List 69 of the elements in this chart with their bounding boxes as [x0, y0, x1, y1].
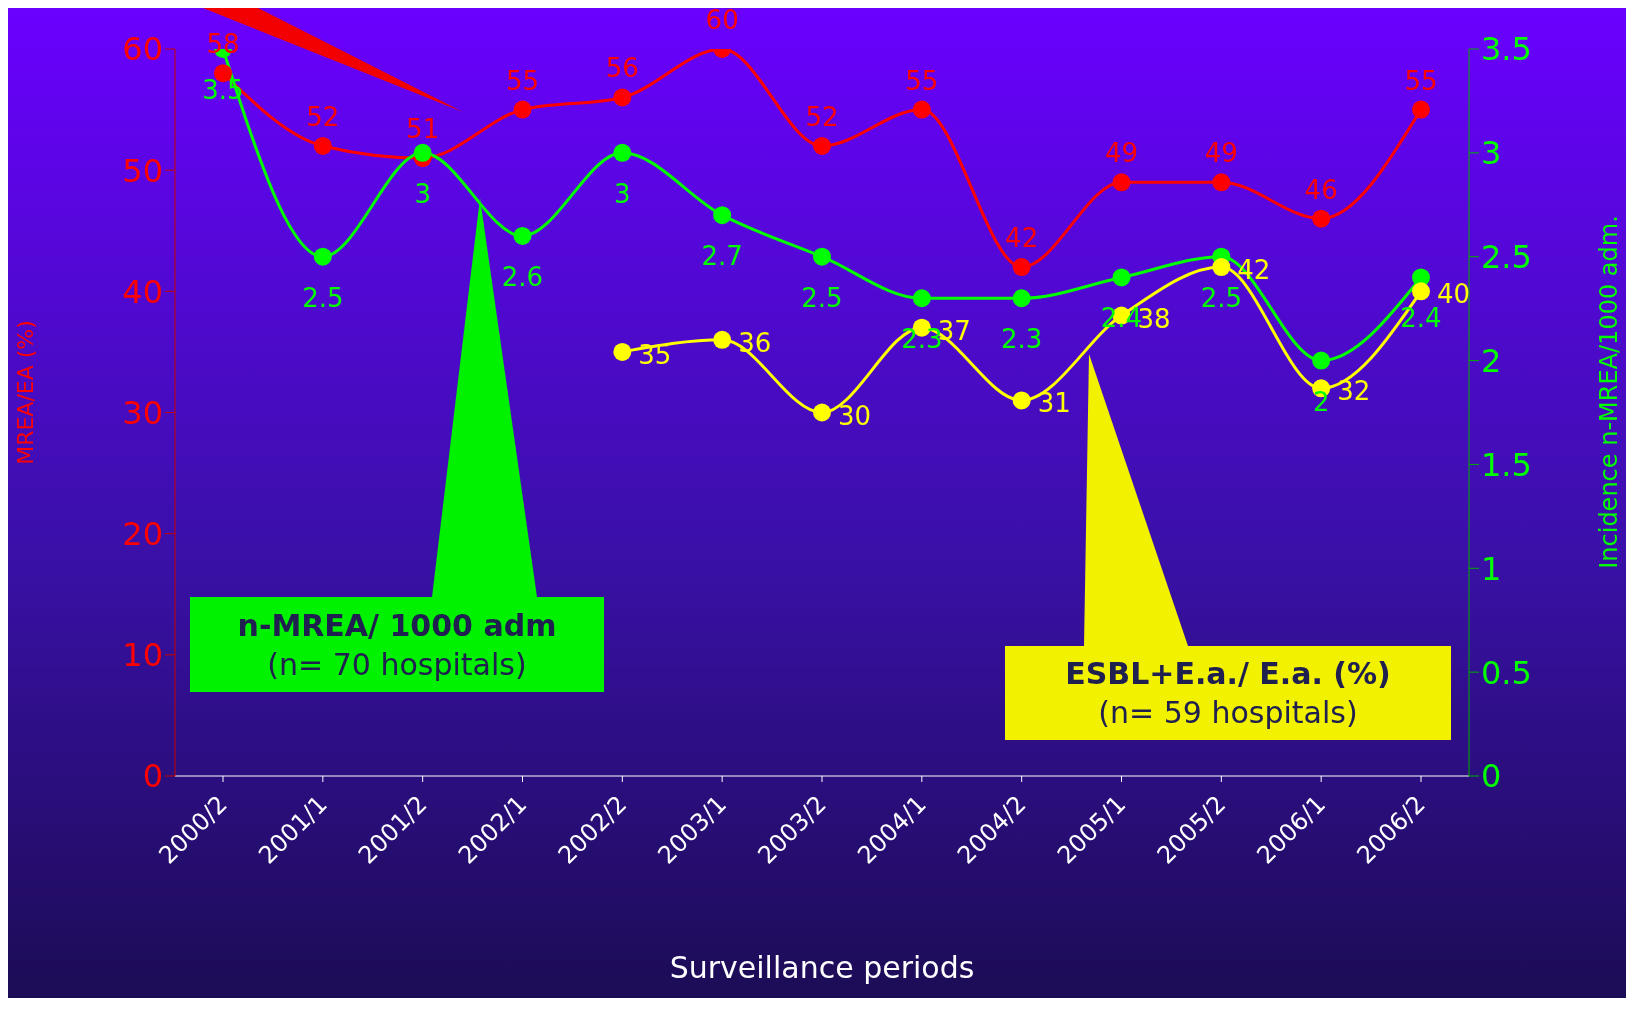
y2-tick-label: 1 — [1481, 549, 1502, 588]
point — [513, 100, 532, 119]
data-label: 3 — [614, 178, 631, 209]
point — [713, 330, 732, 349]
data-label: 3 — [414, 178, 431, 209]
point — [1412, 282, 1430, 301]
point — [513, 226, 532, 245]
y2-tick-label: 0 — [1481, 757, 1502, 796]
data-label: 46 — [1304, 174, 1338, 205]
data-label: 55 — [905, 65, 939, 96]
data-label: 49 — [1104, 138, 1139, 169]
point — [1112, 268, 1131, 287]
point — [1412, 100, 1430, 119]
y2-tick-label: 3.5 — [1481, 30, 1532, 69]
y-tick-label: 30 — [122, 393, 163, 432]
point — [813, 403, 831, 422]
data-label: 55 — [505, 65, 540, 96]
data-label: 2.3 — [1000, 324, 1043, 355]
data-label: 55 — [1404, 65, 1438, 96]
point — [912, 289, 931, 308]
point — [813, 136, 831, 155]
y2-axis-title: Incidence n-MREA/1000 adm. — [1595, 215, 1623, 569]
point — [613, 88, 632, 107]
data-label: 31 — [1037, 388, 1071, 419]
data-label: 2.7 — [701, 241, 743, 272]
point — [1012, 258, 1031, 277]
point — [1012, 289, 1031, 308]
point — [1012, 391, 1031, 410]
y2-tick-label: 2.5 — [1481, 238, 1532, 277]
data-label: 56 — [605, 53, 639, 84]
annotation: n-MREA/ 1000 adm (n= 70 hospitals) — [237, 606, 557, 684]
y2-tick-label: 0.5 — [1481, 653, 1532, 692]
data-label: 52 — [805, 101, 839, 132]
point — [613, 143, 632, 162]
annotation: ESBL+E.a./ E.a. (%) (n= 59 hospitals) — [1065, 655, 1391, 732]
point — [313, 247, 332, 266]
data-label: 30 — [838, 400, 872, 431]
y-axis-title: MREA/EA (%) — [12, 319, 38, 465]
point — [313, 136, 332, 155]
point — [1312, 351, 1331, 370]
data-label: 2.6 — [501, 261, 544, 292]
data-label: 2.5 — [1200, 282, 1243, 313]
point — [413, 143, 432, 162]
point — [813, 247, 831, 266]
y-tick-label: 40 — [122, 272, 163, 311]
data-label: 2.5 — [801, 282, 843, 313]
y-tick-label: 50 — [122, 151, 163, 190]
point — [1212, 258, 1231, 277]
y2-tick-label: 2 — [1481, 341, 1502, 380]
point — [713, 206, 732, 225]
x-axis-title: Surveillance periods — [668, 950, 976, 985]
data-label: 49 — [1204, 138, 1238, 169]
y-tick-label: 10 — [122, 636, 163, 675]
point — [1212, 173, 1231, 192]
data-label: 52 — [306, 101, 340, 132]
y-tick-label: 60 — [122, 30, 163, 69]
point — [613, 342, 632, 361]
data-label: 60 — [705, 5, 739, 35]
data-label: 51 — [406, 114, 440, 145]
y2-tick-label: 1.5 — [1481, 445, 1532, 484]
data-label: 2.5 — [302, 282, 344, 313]
point — [1312, 209, 1331, 228]
data-label: 42 — [1005, 223, 1039, 254]
y-tick-label: 0 — [142, 757, 163, 796]
data-label: 36 — [738, 327, 772, 358]
y-tick-label: 20 — [122, 515, 163, 554]
point — [912, 100, 931, 119]
y2-tick-label: 3 — [1481, 134, 1502, 173]
point — [1112, 173, 1131, 192]
